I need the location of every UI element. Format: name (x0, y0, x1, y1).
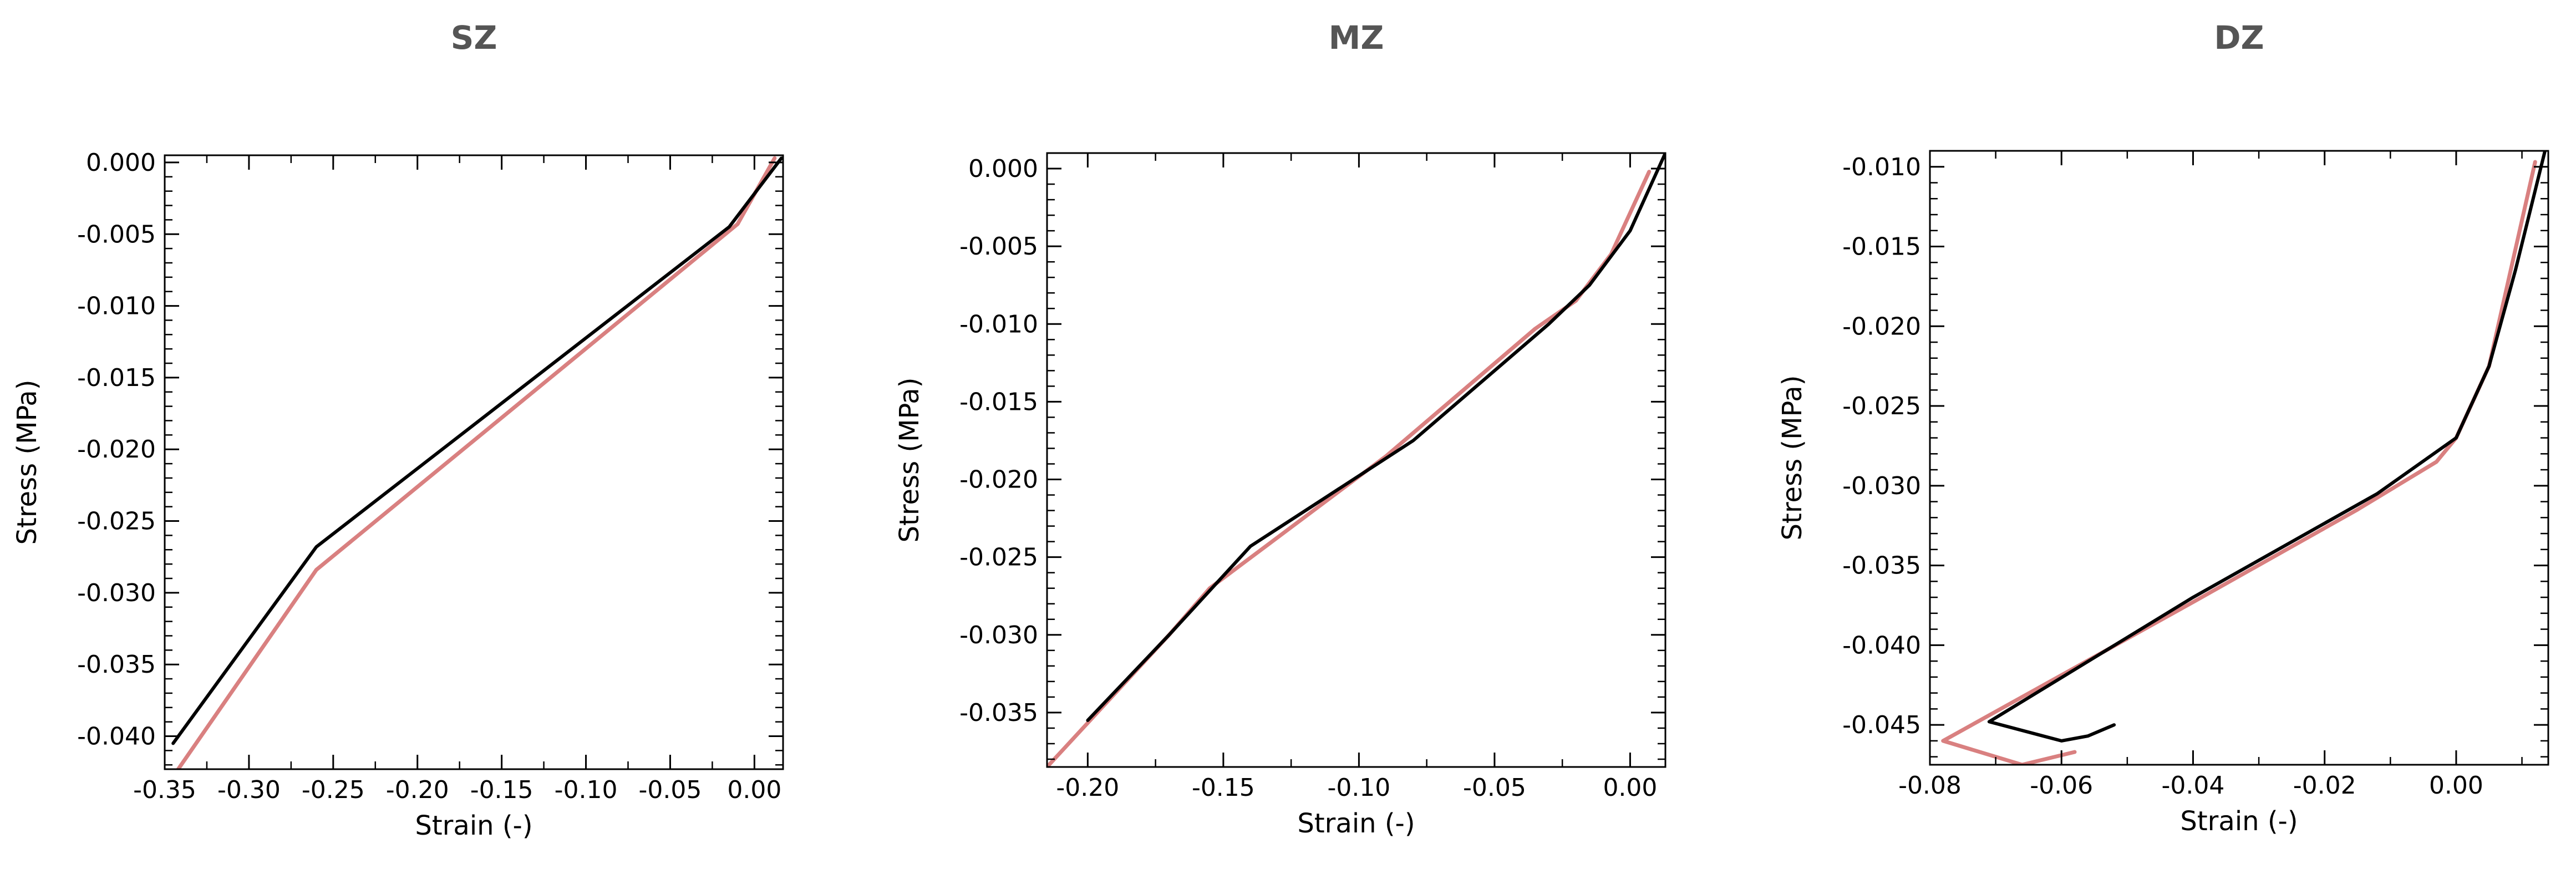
y-tick-label: -0.020 (959, 466, 1038, 494)
x-tick-label: -0.02 (2293, 771, 2356, 800)
panel-title: SZ (451, 19, 497, 57)
x-tick-label: -0.10 (555, 776, 618, 804)
x-tick-label: -0.05 (639, 776, 702, 804)
panel-title: DZ (2214, 19, 2264, 57)
panel-mz: MZ -0.20 -0.15 -0.10 -0.05 0.00 0.000 -0.005 -0.… (894, 19, 1666, 839)
y-tick-label: -0.005 (959, 232, 1038, 261)
series-black-line (1086, 153, 1665, 722)
y-tick-label: -0.010 (959, 310, 1038, 338)
x-axis-label: Strain (-) (415, 810, 532, 841)
y-tick-label: -0.010 (77, 292, 156, 321)
y-tick-label: 0.000 (86, 149, 156, 177)
y-tick-label: -0.035 (959, 699, 1038, 727)
y-tick-label: -0.040 (1842, 631, 1921, 659)
x-tick-label: 0.00 (2429, 771, 2483, 800)
series-black-line (1987, 151, 2547, 743)
x-tick-label: -0.04 (2162, 771, 2225, 800)
x-tick-label: -0.05 (1463, 774, 1526, 802)
series-red-line (176, 156, 777, 769)
series-black-line (171, 156, 783, 745)
axes-frame (1929, 150, 2549, 766)
axes-frame (164, 154, 784, 770)
y-tick-label: -0.015 (77, 364, 156, 392)
x-tick-label: -0.25 (302, 776, 365, 804)
panel-sz: SZ -0.35 -0.30 -0.25 -0.20 -0.15 -0.10 -0.05 0.0… (12, 19, 784, 841)
y-tick-label: -0.010 (1842, 153, 1921, 181)
y-tick-label: -0.015 (959, 388, 1038, 416)
series-red-line (1047, 170, 1652, 767)
panel-title: MZ (1329, 19, 1384, 57)
y-tick-label: -0.025 (959, 543, 1038, 572)
x-tick-label: -0.30 (217, 776, 281, 804)
series-red-line (1941, 160, 2537, 765)
y-tick-label: -0.025 (77, 507, 156, 536)
y-tick-label: -0.020 (77, 435, 156, 464)
y-axis-label: Stress (MPa) (1777, 375, 1808, 541)
y-axis-label: Stress (MPa) (12, 380, 43, 545)
axes-frame (1046, 152, 1666, 768)
x-tick-label: 0.00 (727, 776, 781, 804)
x-tick-label: -0.08 (1898, 771, 1962, 800)
x-tick-label: -0.06 (2030, 771, 2093, 800)
y-tick-label: -0.025 (1842, 392, 1921, 420)
x-tick-label: -0.35 (133, 776, 196, 804)
x-tick-label: -0.20 (386, 776, 449, 804)
y-tick-label: -0.020 (1842, 312, 1921, 341)
y-tick-label: -0.035 (77, 651, 156, 679)
y-tick-label: -0.030 (959, 621, 1038, 649)
x-tick-label: -0.20 (1056, 774, 1119, 802)
y-tick-label: -0.015 (1842, 233, 1921, 261)
y-tick-label: -0.035 (1842, 552, 1921, 580)
x-axis-label: Strain (-) (1297, 808, 1415, 839)
y-tick-label: -0.005 (77, 220, 156, 248)
y-tick-label: -0.040 (77, 723, 156, 751)
panel-dz: DZ -0.08 -0.06 -0.04 -0.02 0.00 -0.010 -0.015 -0… (1777, 19, 2549, 837)
y-tick-label: 0.000 (968, 155, 1038, 183)
x-tick-label: 0.00 (1603, 774, 1657, 802)
x-tick-label: -0.15 (470, 776, 534, 804)
x-tick-label: -0.15 (1192, 774, 1255, 802)
x-axis-label: Strain (-) (2180, 806, 2298, 837)
x-tick-label: -0.10 (1327, 774, 1390, 802)
y-tick-label: -0.045 (1842, 711, 1921, 739)
y-tick-label: -0.030 (1842, 472, 1921, 500)
y-axis-label: Stress (MPa) (894, 378, 925, 543)
y-tick-label: -0.030 (77, 579, 156, 607)
